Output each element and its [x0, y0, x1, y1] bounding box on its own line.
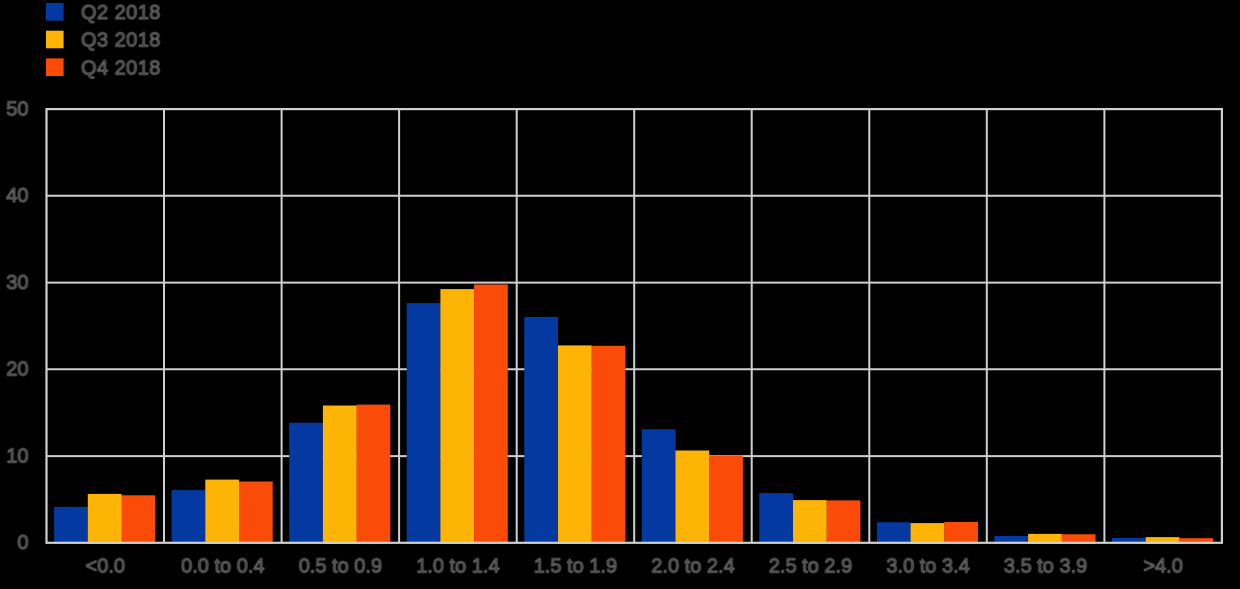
svg-text:0: 0 [17, 532, 28, 554]
svg-text:1.5 to 1.9: 1.5 to 1.9 [534, 556, 617, 578]
svg-text:0.0 to 0.4: 0.0 to 0.4 [181, 556, 264, 578]
svg-text:30: 30 [6, 272, 28, 294]
svg-text:>4.0: >4.0 [1143, 556, 1182, 578]
svg-text:<0.0: <0.0 [86, 556, 125, 578]
svg-text:40: 40 [6, 185, 28, 207]
svg-text:2.0 to 2.4: 2.0 to 2.4 [651, 556, 734, 578]
svg-text:1.0 to 1.4: 1.0 to 1.4 [416, 556, 499, 578]
svg-text:Q4 2018: Q4 2018 [81, 57, 161, 79]
svg-text:0.5 to 0.9: 0.5 to 0.9 [299, 556, 382, 578]
svg-text:Q3 2018: Q3 2018 [81, 30, 161, 52]
svg-text:3.0 to 3.4: 3.0 to 3.4 [886, 556, 969, 578]
svg-text:2.5 to 2.9: 2.5 to 2.9 [769, 556, 852, 578]
svg-text:50: 50 [6, 98, 28, 120]
svg-text:10: 10 [6, 445, 28, 467]
svg-text:Q2 2018: Q2 2018 [81, 2, 161, 24]
svg-text:3.5 to 3.9: 3.5 to 3.9 [1004, 556, 1087, 578]
svg-text:20: 20 [6, 359, 28, 381]
